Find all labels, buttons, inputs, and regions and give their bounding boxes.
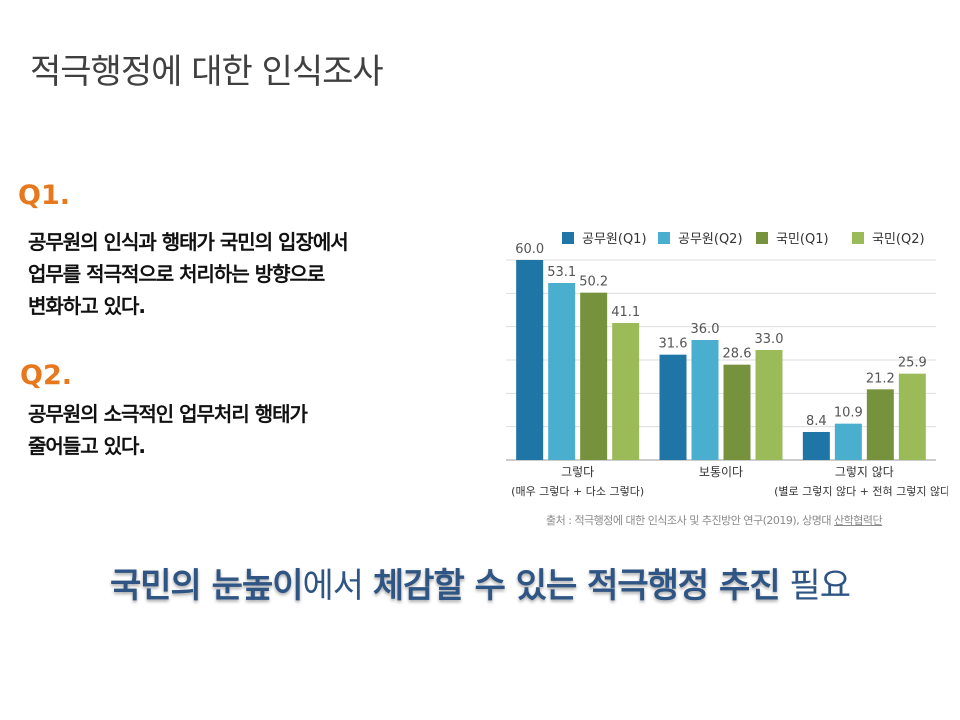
- source-note: 출처 : 적극행정에 대한 인식조사 및 추진방안 연구(2019), 상명대 …: [546, 512, 883, 528]
- bottom-banner: 국민의 눈높이에서 체감할 수 있는 적극행정 추진 필요: [0, 558, 960, 607]
- source-org: 산학협력단: [834, 514, 883, 527]
- banner-part3: 체감할 수 있는 적극행정 추진: [372, 566, 781, 606]
- bar: [723, 364, 751, 460]
- legend-label: 공무원(Q1): [582, 232, 647, 247]
- q1-text: 공무원의 인식과 행태가 국민의 입장에서 업무를 적극적으로 처리하는 방향으…: [28, 230, 349, 318]
- banner-part2: 에서: [302, 566, 373, 606]
- banner-part4: 필요: [779, 566, 851, 606]
- source-text: 출처 : 적극행정에 대한 인식조사 및 추진방안 연구(2019), 상명대: [546, 514, 835, 527]
- bar: [898, 373, 926, 460]
- bar: [755, 350, 783, 460]
- slide-title: 적극행정에 대한 인식조사: [30, 52, 384, 92]
- bar: [548, 283, 576, 460]
- q2-text: 공무원의 소극적인 업무처리 행태가 줄어들고 있다.: [28, 402, 308, 458]
- category-sublabel: (매우 그렇다 + 다소 그렇다): [511, 485, 644, 498]
- banner-part1: 국민의 눈높이: [110, 566, 304, 606]
- bar-chart: 공무원(Q1) 공무원(Q2) 국민(Q1) 국민(Q2) 60.053.150.241…: [506, 232, 948, 498]
- q1-label: Q1.: [18, 180, 70, 211]
- q2-label: Q2.: [20, 360, 72, 391]
- bar: [580, 292, 608, 460]
- data-label: 50.2: [579, 275, 608, 290]
- data-label: 21.2: [866, 371, 895, 386]
- bar: [834, 423, 862, 460]
- legend-label: 국민(Q2): [872, 232, 925, 247]
- bar: [612, 323, 640, 460]
- data-label: 25.9: [898, 356, 927, 371]
- bar: [516, 260, 544, 460]
- data-label: 10.9: [834, 406, 863, 421]
- bar: [802, 432, 830, 460]
- data-label: 41.1: [611, 305, 640, 320]
- legend-label: 국민(Q1): [776, 232, 829, 247]
- data-label: 8.4: [806, 414, 827, 429]
- legend-swatch: [852, 232, 864, 244]
- bar: [659, 354, 687, 460]
- legend-swatch: [756, 232, 768, 244]
- category-sublabel: (별로 그렇지 않다 + 전혀 그렇지 않다): [774, 485, 948, 498]
- bar: [691, 340, 719, 460]
- data-label: 31.6: [659, 337, 688, 352]
- data-label: 60.0: [515, 242, 544, 257]
- bar: [866, 389, 894, 460]
- category-label: 보통이다: [699, 465, 743, 479]
- data-label: 28.6: [723, 347, 752, 362]
- data-label: 33.0: [755, 332, 784, 347]
- category-label: 그렇다: [561, 464, 594, 479]
- legend-swatch: [658, 232, 670, 244]
- data-label: 53.1: [547, 265, 576, 280]
- legend-swatch: [562, 232, 574, 244]
- legend-label: 공무원(Q2): [678, 232, 743, 247]
- category-label: 그렇지 않다: [835, 464, 894, 479]
- data-label: 36.0: [691, 322, 720, 337]
